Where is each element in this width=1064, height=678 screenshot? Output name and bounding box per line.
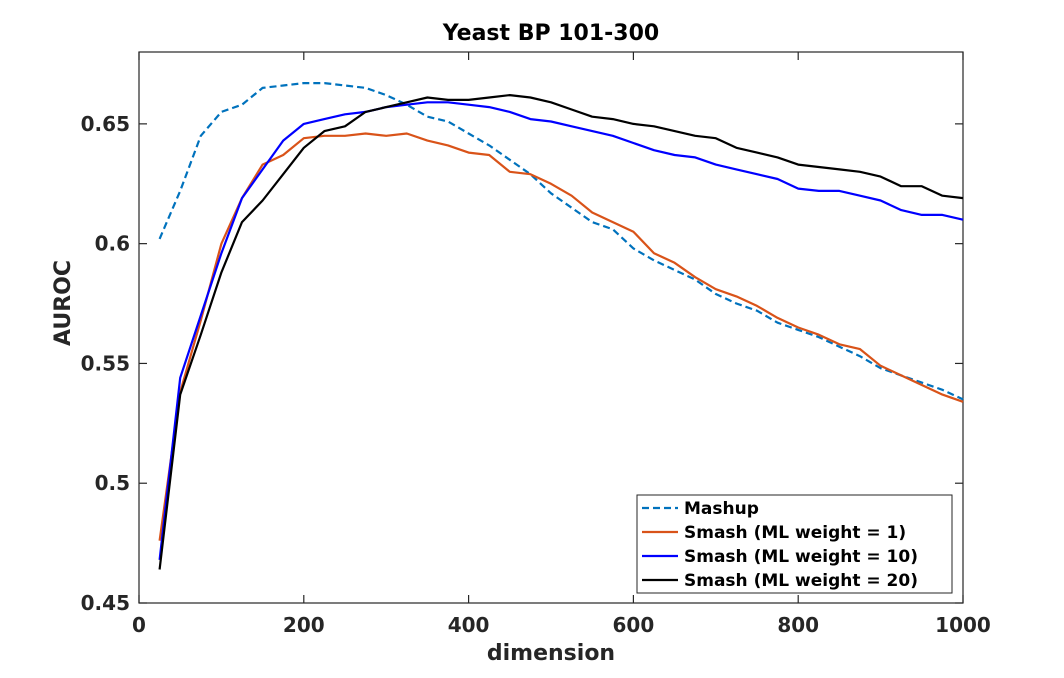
x-axis-label: dimension (487, 641, 615, 666)
legend-label-2: Smash (ML weight = 1) (684, 523, 906, 543)
y-tick-label: 0.45 (81, 591, 130, 615)
legend-label-4: Smash (ML weight = 20) (684, 571, 918, 591)
y-tick-label: 0.5 (95, 471, 130, 495)
y-axis: 0.45 0.5 0.55 0.6 0.65 (81, 112, 963, 615)
legend-label-3: Smash (ML weight = 10) (684, 547, 918, 567)
y-tick-label: 0.65 (81, 112, 130, 136)
chart-title: Yeast BP 101-300 (442, 21, 659, 46)
x-tick-label: 600 (613, 613, 655, 637)
x-tick-label: 400 (448, 613, 490, 637)
series-line-4 (158, 93, 964, 570)
legend: Mashup Smash (ML weight = 1) Smash (ML wei… (636, 494, 953, 594)
y-tick-label: 0.6 (95, 232, 130, 256)
x-tick-label: 0 (132, 613, 146, 637)
x-tick-label: 200 (283, 613, 325, 637)
series-line-3 (158, 101, 964, 561)
legend-box (636, 494, 953, 594)
series-layer (158, 81, 964, 570)
x-axis: 0 200 400 600 800 1000 (132, 52, 991, 637)
series-line-2 (158, 132, 964, 541)
y-tick-label: 0.55 (81, 351, 130, 375)
y-axis-label: AUROC (51, 260, 76, 346)
x-tick-label: 800 (777, 613, 819, 637)
series-line-1 (158, 81, 964, 401)
x-tick-label: 1000 (935, 613, 991, 637)
legend-label-1: Mashup (684, 499, 759, 519)
